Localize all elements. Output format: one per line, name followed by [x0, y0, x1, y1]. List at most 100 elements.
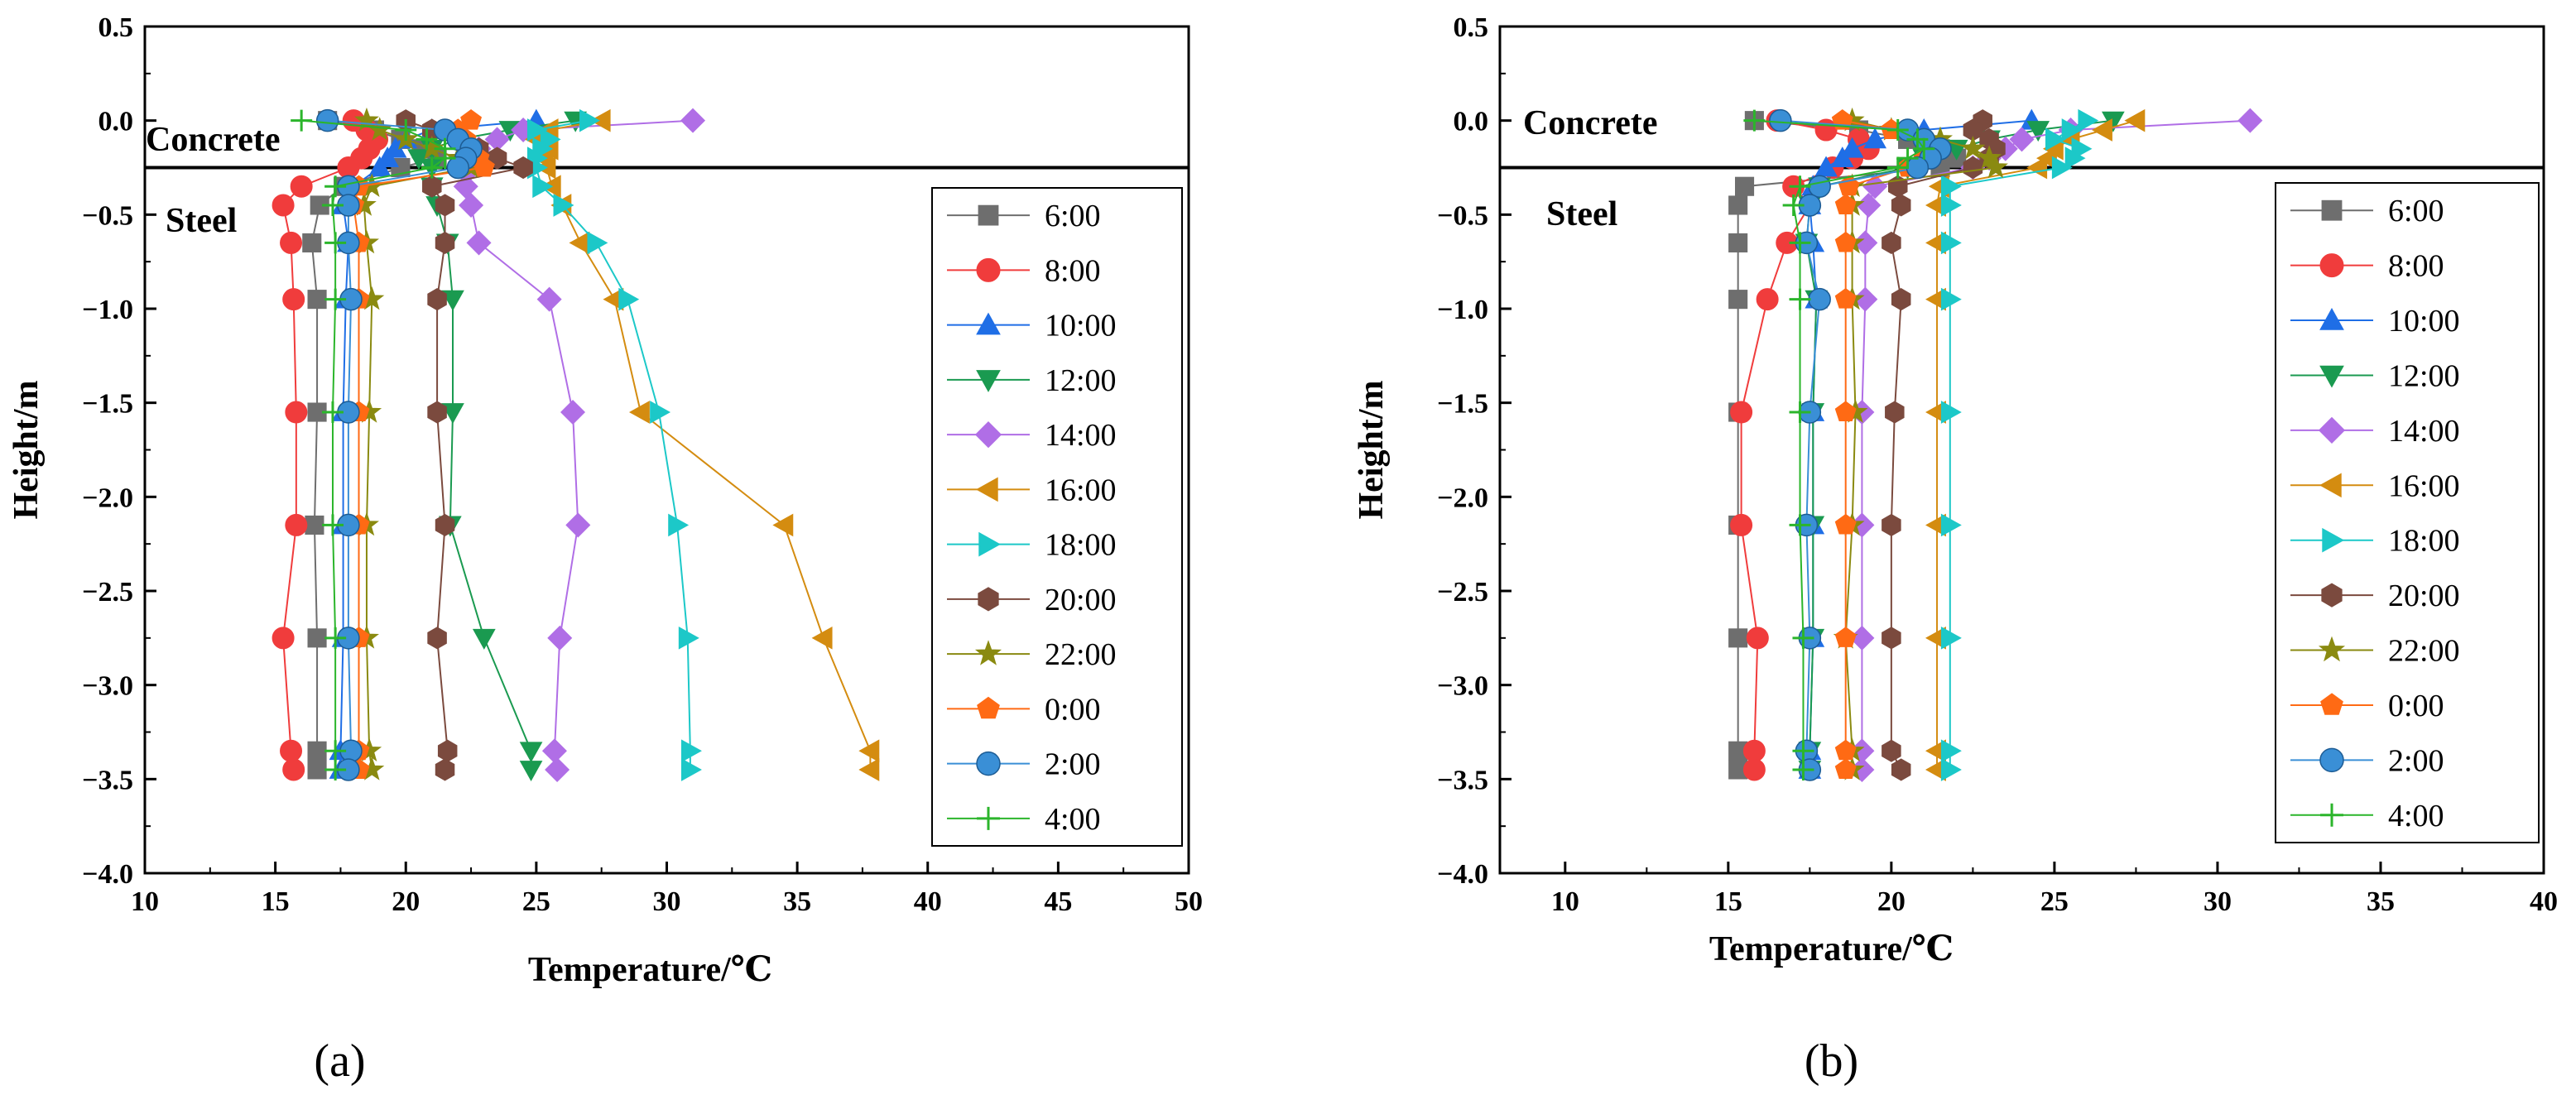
- series-line: [1809, 119, 2032, 770]
- legend-label: 0:00: [2388, 689, 2444, 723]
- legend-marker: [977, 696, 1000, 719]
- legend-item: 16:00: [2290, 468, 2460, 503]
- series-line: [1949, 119, 2088, 770]
- data-point: [1789, 175, 1811, 198]
- legend-label: 10:00: [1045, 309, 1117, 343]
- legend-marker: [976, 751, 1001, 776]
- data-point: [437, 739, 458, 762]
- legend-marker: [976, 370, 1001, 392]
- data-point: [315, 108, 339, 132]
- data-point: [1982, 154, 2008, 179]
- data-point: [305, 515, 324, 535]
- legend-item: 4:00: [2290, 799, 2444, 833]
- data-point: [545, 756, 570, 782]
- x-tick-label: 20: [392, 886, 420, 917]
- legend-label: 8:00: [2388, 249, 2444, 284]
- data-point: [2026, 156, 2048, 180]
- data-point: [1814, 156, 1838, 177]
- data-point: [2124, 108, 2146, 132]
- data-point: [1746, 627, 1769, 650]
- legend-label: 2:00: [1045, 747, 1101, 782]
- data-point: [1940, 758, 1962, 781]
- data-point: [2009, 127, 2035, 152]
- series-line: [1740, 119, 1870, 770]
- data-point: [1882, 513, 1901, 537]
- data-point: [1940, 513, 1962, 537]
- data-point: [302, 233, 322, 252]
- series-400: [291, 109, 456, 780]
- series-line: [1936, 119, 2136, 770]
- legend-label: 22:00: [1045, 637, 1117, 672]
- data-point: [395, 119, 417, 142]
- y-tick-label: 0.5: [1454, 12, 1489, 43]
- data-point: [321, 194, 344, 216]
- legend-label: 6:00: [2388, 194, 2444, 228]
- data-point: [1808, 287, 1831, 311]
- data-point: [368, 156, 392, 177]
- legend-item: 14:00: [947, 418, 1117, 453]
- data-point: [858, 758, 880, 781]
- data-point: [321, 401, 344, 424]
- legend-marker: [974, 421, 1002, 449]
- data-point: [1834, 194, 1857, 214]
- panel-label: (b): [1805, 1035, 1858, 1087]
- data-point: [1940, 194, 1962, 217]
- data-point: [459, 192, 484, 218]
- y-tick-label: −2.5: [82, 577, 133, 608]
- legend-label: 12:00: [1045, 363, 1117, 398]
- legend-item: 22:00: [947, 637, 1117, 672]
- data-point: [307, 628, 327, 648]
- region-label-concrete: Concrete: [146, 121, 280, 159]
- chart-panel-a: 10 15 20 25 30 35 40 45 50 0.5 0.0 −0.5 −1.0 −1.5 −2.0…: [7, 12, 1203, 1087]
- series-line: [353, 119, 486, 770]
- data-point: [446, 156, 470, 180]
- y-tick-label: −1.5: [1437, 389, 1488, 420]
- legend-marker: [978, 204, 999, 226]
- legend-item: 10:00: [2290, 304, 2460, 339]
- data-point: [324, 288, 347, 310]
- data-point: [272, 627, 295, 650]
- legend-marker: [2318, 416, 2346, 444]
- series-1600: [524, 108, 880, 781]
- data-point: [1792, 758, 1814, 780]
- series-line: [464, 119, 694, 771]
- data-point: [324, 175, 347, 198]
- data-point: [1789, 232, 1811, 254]
- data-point: [324, 740, 347, 762]
- data-point: [1834, 288, 1857, 309]
- series-1600: [1925, 108, 2146, 781]
- data-point: [1940, 287, 1962, 311]
- legend-label: 22:00: [2388, 634, 2460, 669]
- series-600: [302, 111, 447, 780]
- legend-label: 16:00: [1045, 473, 1117, 507]
- legend-marker: [2322, 527, 2345, 553]
- data-point: [435, 194, 455, 217]
- data-point: [1834, 513, 1857, 535]
- data-point: [589, 108, 611, 132]
- series-1800: [1940, 108, 2099, 781]
- data-point: [1886, 156, 1909, 179]
- legend-item: 2:00: [2290, 743, 2444, 778]
- data-point: [680, 758, 702, 781]
- data-point: [811, 626, 833, 650]
- data-point: [307, 741, 327, 761]
- data-point: [1940, 739, 1962, 763]
- data-point: [532, 175, 554, 199]
- legend-marker: [974, 640, 1002, 665]
- y-tick-label: −3.5: [1437, 765, 1488, 795]
- data-point: [519, 742, 543, 763]
- data-point: [2237, 108, 2263, 133]
- legend-box: [2275, 182, 2540, 843]
- data-point: [2078, 108, 2099, 132]
- legend: 6:00 8:00 10:00 12:00 14:00 16:00 18:00 20:00 22…: [931, 187, 1183, 847]
- data-point: [321, 514, 344, 536]
- y-tick-label: 0.0: [1454, 107, 1489, 137]
- legend-item: 18:00: [947, 528, 1117, 563]
- data-point: [1789, 514, 1811, 536]
- data-point: [565, 512, 591, 538]
- legend-marker: [976, 257, 1001, 282]
- legend-marker: [2319, 473, 2342, 498]
- data-point: [1906, 156, 1930, 180]
- legend-marker: [2319, 365, 2344, 388]
- legend-marker: [978, 587, 999, 612]
